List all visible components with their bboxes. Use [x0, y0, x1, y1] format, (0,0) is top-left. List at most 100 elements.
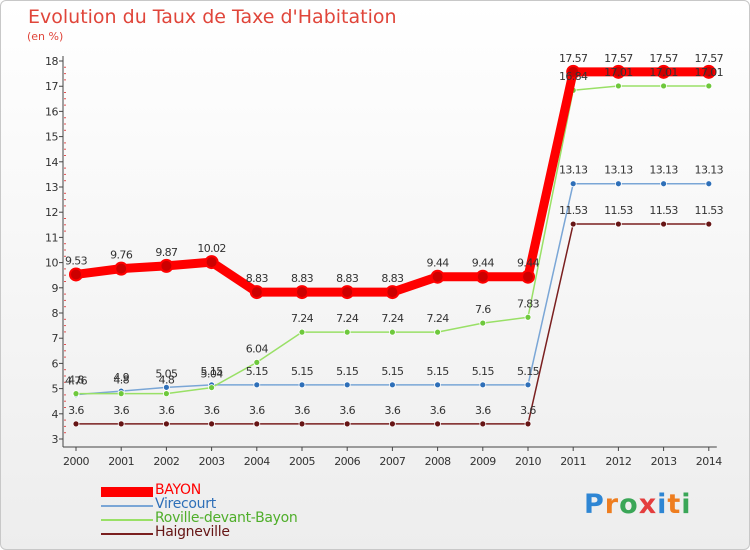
- data-point: [611, 64, 626, 79]
- y-tick-label: 7: [52, 332, 59, 345]
- data-point: [208, 384, 216, 391]
- data-label: 3.6: [204, 404, 220, 417]
- y-tick-label: 12: [45, 206, 58, 219]
- data-label: 3.6: [68, 404, 84, 417]
- y-tick-label: 6: [52, 357, 59, 370]
- data-point: [343, 381, 351, 389]
- data-point: [298, 381, 306, 389]
- data-label: 7.6: [475, 303, 491, 316]
- chart-title: Evolution du Taux de Taxe d'Habitation: [28, 6, 397, 28]
- x-tick-label: 2012: [605, 455, 631, 468]
- data-label: 3.6: [249, 404, 265, 417]
- data-point: [705, 220, 713, 228]
- data-point: [524, 381, 532, 389]
- y-tick-label: 4: [52, 408, 59, 421]
- data-point: [343, 420, 351, 428]
- data-label: 3.6: [294, 404, 310, 417]
- data-point: [253, 420, 261, 428]
- data-label: 3.6: [430, 404, 446, 417]
- data-label: 7.83: [517, 297, 540, 310]
- x-tick-label: 2005: [289, 455, 315, 468]
- data-label: 17.57: [559, 52, 588, 65]
- legend-label: Haigneville: [155, 524, 230, 540]
- data-point: [434, 381, 442, 389]
- data-point: [249, 285, 264, 300]
- y-tick-label: 9: [52, 282, 59, 295]
- series-line-roville-devant-bayon: [76, 85, 709, 395]
- data-point: [521, 269, 535, 284]
- data-point: [388, 420, 396, 428]
- data-point: [162, 390, 170, 398]
- data-point: [569, 220, 577, 228]
- data-point: [295, 285, 309, 300]
- legend-label: Roville-devant-Bayon: [155, 510, 298, 526]
- data-label: 3.6: [159, 404, 175, 417]
- data-point: [430, 269, 445, 284]
- logo-letter: r: [604, 489, 620, 520]
- x-tick-label: 2003: [199, 455, 225, 468]
- data-point: [117, 390, 125, 398]
- legend-swatch: [101, 533, 153, 535]
- series-line-bayon: [75, 67, 709, 297]
- y-tick-label: 13: [45, 181, 58, 194]
- y-tick-label: 8: [52, 307, 59, 320]
- legend-swatch: [101, 505, 153, 507]
- data-label: 9.44: [427, 257, 450, 270]
- logo-letter: o: [619, 489, 639, 520]
- y-tick-label: 17: [45, 80, 58, 93]
- y-tick-label: 10: [45, 257, 58, 270]
- data-label: 5.15: [291, 365, 314, 378]
- data-label: 5.15: [427, 365, 450, 378]
- data-label: 16.84: [559, 70, 588, 83]
- y-tick-label: 11: [45, 231, 58, 244]
- data-point: [656, 64, 671, 79]
- data-label: 5.15: [381, 365, 404, 378]
- data-point: [615, 82, 622, 90]
- data-point: [117, 420, 125, 428]
- data-label: 9.44: [517, 257, 540, 270]
- logo-letter: t: [667, 489, 682, 520]
- data-point: [72, 390, 80, 398]
- data-point: [69, 267, 83, 282]
- data-label: 11.53: [649, 204, 678, 217]
- data-label: 8.83: [246, 272, 269, 285]
- data-label: 5.05: [155, 367, 178, 380]
- x-tick-label: 2007: [379, 455, 405, 468]
- data-label: 13.13: [649, 164, 678, 177]
- y-tick-label: 14: [45, 156, 58, 169]
- x-tick-label: 2002: [153, 455, 179, 468]
- data-label: 9.76: [110, 249, 133, 262]
- data-label: 17.57: [649, 52, 678, 65]
- data-point: [566, 64, 581, 79]
- data-point: [615, 220, 622, 228]
- y-axis-unit-label: (en %): [27, 30, 64, 43]
- logo-letter: i: [657, 489, 668, 520]
- data-point: [388, 328, 396, 336]
- data-point: [114, 261, 129, 276]
- data-point: [475, 269, 490, 284]
- legend-label: BAYON: [155, 482, 201, 498]
- data-point: [159, 258, 174, 273]
- data-point: [479, 319, 487, 327]
- data-point: [660, 220, 667, 228]
- data-label: 7.24: [427, 312, 450, 325]
- data-label: 4.76: [65, 375, 88, 388]
- data-label: 3.6: [339, 404, 355, 417]
- data-point: [524, 313, 532, 321]
- data-label: 17.57: [604, 52, 633, 65]
- y-tick-label: 5: [52, 383, 59, 396]
- proxiti-logo: Proxiti: [584, 489, 692, 520]
- logo-letter: x: [638, 489, 658, 520]
- data-point: [701, 64, 716, 79]
- data-point: [705, 82, 713, 90]
- data-label: 11.53: [695, 204, 724, 217]
- data-label: 3.6: [385, 404, 401, 417]
- data-label: 17.01: [695, 66, 724, 79]
- data-label: 3.6: [113, 404, 129, 417]
- data-label: 6.04: [246, 342, 269, 355]
- x-tick-label: 2010: [515, 455, 541, 468]
- data-point: [660, 180, 667, 188]
- logo-letter: P: [584, 489, 605, 520]
- data-point: [253, 358, 261, 366]
